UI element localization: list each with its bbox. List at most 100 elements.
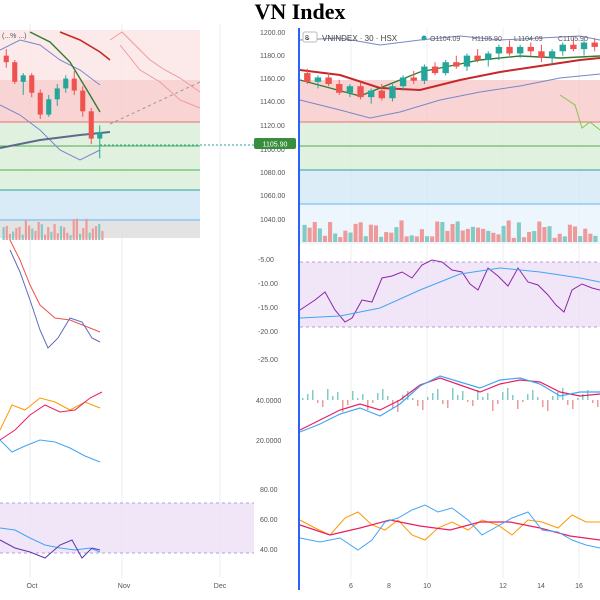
histogram-bar xyxy=(542,400,544,407)
interval-badge-box[interactable] xyxy=(302,31,318,43)
histogram-bar xyxy=(427,397,429,400)
candle-body xyxy=(548,51,556,58)
histogram-bar xyxy=(407,391,409,400)
left-oscillator-2 xyxy=(0,391,103,463)
osc2-orange-line xyxy=(0,397,101,431)
volume-bar xyxy=(358,222,363,242)
volume-bar xyxy=(338,237,343,242)
volume-bar xyxy=(496,234,501,242)
osc2-blue-line xyxy=(0,439,101,463)
left-candles xyxy=(3,49,103,159)
volume-bar xyxy=(470,226,476,242)
histogram-bar xyxy=(347,400,349,405)
candle-body xyxy=(378,90,386,99)
histogram-bar xyxy=(592,400,594,403)
volume-bar xyxy=(353,223,358,242)
candle-body xyxy=(346,86,354,93)
candle-body xyxy=(3,55,9,63)
price-tick: 1120.00 xyxy=(260,123,285,130)
candle-body xyxy=(538,51,545,58)
histogram-bar xyxy=(597,400,599,407)
moving-average-slate xyxy=(0,131,111,149)
volume-bar xyxy=(384,232,389,242)
volume-bar xyxy=(552,237,557,242)
volume-bar xyxy=(8,233,12,240)
right-x-tick: 6 xyxy=(349,583,353,590)
chevron-down-icon[interactable]: ⌄ xyxy=(305,35,311,42)
right-candles xyxy=(304,38,598,104)
volume-bar xyxy=(40,224,43,240)
moving-average-green xyxy=(29,31,101,113)
interval-badge[interactable]: 8 xyxy=(305,35,309,42)
moving-average-red xyxy=(59,31,111,61)
histogram-bar xyxy=(472,400,474,406)
left-oscillator-3 xyxy=(0,502,254,559)
histogram-bar xyxy=(337,392,339,400)
right-x-tick: 10 xyxy=(423,583,431,590)
histogram-bar xyxy=(312,390,314,400)
osc1-blue-line xyxy=(299,267,600,319)
left-zones xyxy=(0,30,200,238)
volume-bar xyxy=(572,226,578,242)
volume-bar xyxy=(21,234,24,240)
volume-bar xyxy=(465,228,470,242)
volume-bar xyxy=(50,231,53,240)
histogram-bar xyxy=(362,394,364,400)
volume-bar xyxy=(56,233,59,240)
histogram-bar xyxy=(462,391,464,400)
volume-bar xyxy=(389,232,394,242)
volume-bar xyxy=(333,233,338,242)
candle-body xyxy=(63,78,69,89)
bollinger-band-lower xyxy=(0,104,101,161)
candle-body xyxy=(442,62,449,74)
volume-bar xyxy=(363,236,368,242)
candle-body xyxy=(37,92,43,115)
volume-bar xyxy=(445,230,450,242)
candle-body xyxy=(54,88,60,100)
volume-bar xyxy=(460,230,465,242)
volume-bar xyxy=(82,228,85,240)
volume-bar xyxy=(312,222,317,242)
histogram-bar xyxy=(537,397,539,400)
volume-bar xyxy=(69,235,72,240)
trend-line-dashed xyxy=(109,81,201,125)
histogram-bar xyxy=(367,400,369,410)
volume-bar xyxy=(588,233,593,242)
ohlc-high: H1105.90 xyxy=(472,36,502,43)
volume-bar xyxy=(527,231,532,242)
candle-body xyxy=(88,111,94,139)
candle-body xyxy=(591,42,598,47)
osc2-blue-line xyxy=(299,375,600,433)
osc3-blue-line xyxy=(299,504,600,551)
histogram-bar xyxy=(502,392,504,400)
right-oscillator-1 xyxy=(299,259,600,328)
histogram-bar xyxy=(447,400,449,408)
candle-body xyxy=(29,75,35,93)
volume-bar xyxy=(98,223,101,240)
histogram-bar xyxy=(517,400,519,409)
candle-body xyxy=(410,77,417,81)
volume-bar xyxy=(302,224,307,242)
osc3-tick: 60.00 xyxy=(260,517,278,524)
candle-body xyxy=(474,55,481,61)
histogram-bar xyxy=(442,400,444,404)
osc3-orange-line xyxy=(299,511,600,541)
candle-body xyxy=(399,77,407,87)
histogram-bar xyxy=(342,400,344,412)
volume-bar xyxy=(12,231,15,240)
volume-bar xyxy=(547,226,552,242)
demand-zone xyxy=(0,190,200,220)
histogram-bar xyxy=(557,392,559,400)
volume-bar xyxy=(317,228,322,242)
candle-body xyxy=(453,62,460,67)
candle-body xyxy=(314,77,322,82)
volume-bar xyxy=(430,236,435,242)
right-x-tick: 16 xyxy=(575,583,583,590)
histogram-bar xyxy=(507,388,509,400)
candle-body xyxy=(495,46,503,54)
volume-bar xyxy=(43,234,47,240)
volume-bar xyxy=(450,223,455,242)
price-tick: 1100.00 xyxy=(260,147,285,154)
price-tick: 1140.00 xyxy=(260,99,285,106)
